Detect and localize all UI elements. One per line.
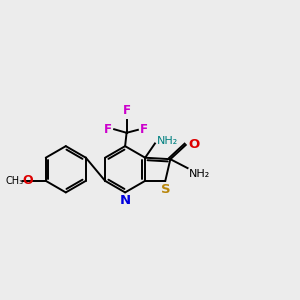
Text: F: F [123,104,130,117]
Text: S: S [161,183,171,196]
Text: N: N [119,194,131,207]
Text: O: O [22,174,33,187]
Text: NH₂: NH₂ [156,136,178,146]
Text: O: O [189,138,200,151]
Text: CH₃: CH₃ [5,176,23,185]
Text: NH₂: NH₂ [189,169,210,179]
Text: F: F [140,123,148,136]
Text: F: F [104,123,112,136]
